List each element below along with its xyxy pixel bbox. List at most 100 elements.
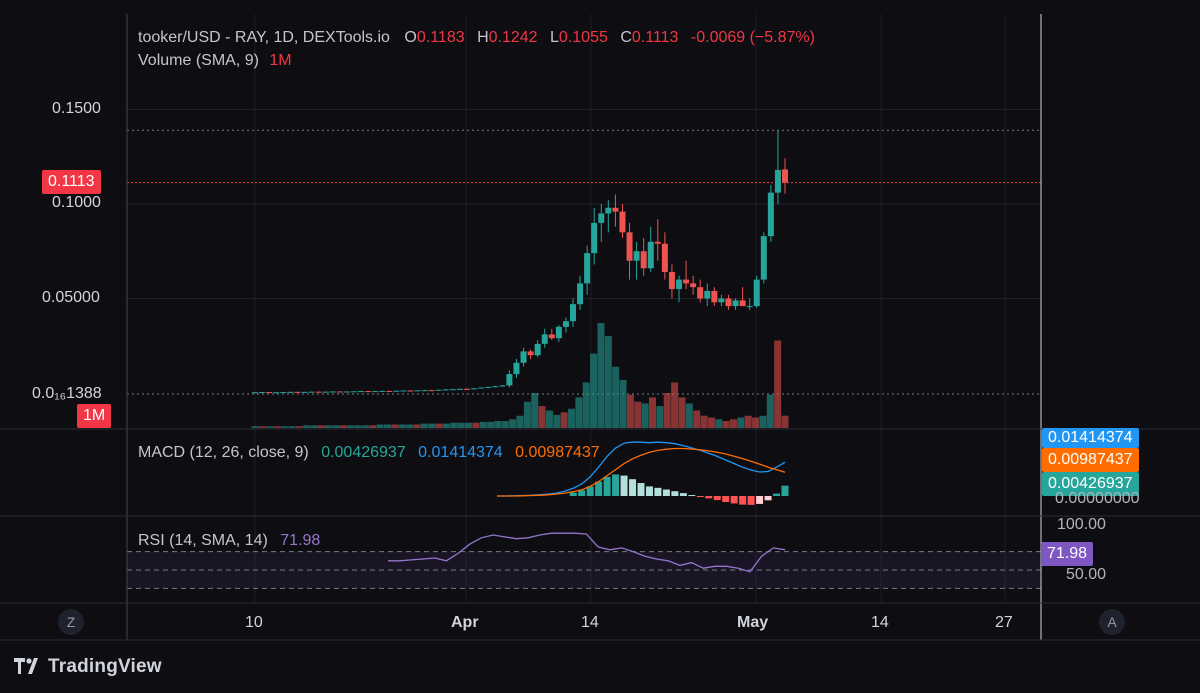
volume-bar [575,397,583,428]
volume-bar [317,425,325,428]
volume-bar [774,340,782,428]
macd-histogram-bar [730,496,738,504]
macd-label: MACD (12, 26, close, 9) [138,444,309,461]
volume-bar [604,336,612,428]
high-label: H [477,29,489,46]
volume-bars [251,323,789,428]
rsi-pane [127,532,1041,589]
volume-bar [266,426,274,428]
rsi-tick-50: 50.00 [1066,566,1107,583]
candle-body [464,388,470,390]
hist-tag: 0.00426937 [1042,472,1139,496]
volume-bar [391,424,399,428]
candle-body [456,388,463,390]
candle-body [598,213,605,223]
volume-bar [781,415,789,428]
macd-histogram-bar [713,496,721,501]
candle-body [485,386,492,388]
candle-body [697,287,704,299]
macd-histogram-bar [671,491,679,496]
candle-body [287,391,294,393]
volume-bar [560,412,568,428]
candle-body [760,236,767,280]
candle-body [421,390,428,392]
candle-body [386,390,393,392]
zoom-reset-button[interactable]: Z [58,609,84,635]
candle-body [661,243,668,273]
volume-bar [626,394,634,428]
volume-label: Volume (SMA, 9) [138,52,259,69]
candle-body [605,207,612,214]
candle-body [640,251,647,269]
macd-histogram-bar [705,496,713,499]
volume-bar [582,382,590,428]
volume-bar [538,406,546,428]
volume-bar [744,415,752,428]
candle-body [619,211,626,233]
candle-body [548,334,555,339]
candlestick-series [252,130,788,394]
volume-bar [258,426,266,428]
candle-body [343,391,350,393]
candle-body [407,390,414,392]
price-tick-0: 0.1500 [52,100,101,117]
volume-bar [450,422,458,428]
auto-scale-button[interactable]: A [1099,609,1125,635]
candle-body [718,298,725,303]
candle-body [577,283,584,305]
macd-histogram-bar [603,476,611,496]
volume-bar [406,424,414,428]
volume-bar [494,421,502,428]
volume-bar [376,424,384,428]
candle-body [294,391,301,393]
candle-body [329,391,336,393]
close-value: 0.1113 [631,29,679,46]
candle-body [534,343,541,356]
macd-histogram-bar [586,486,594,496]
candle-body [449,389,456,391]
volume-bar [332,425,340,428]
macd-histogram-bar [696,496,704,497]
candle-body [570,304,576,322]
candle-body [676,279,682,290]
macd-zero-label: 0.00000000 [1055,490,1140,507]
candle-body [322,391,329,393]
candle-body [767,192,774,237]
volume-bar [590,353,598,428]
volume-bar [568,408,576,428]
rsi-label: RSI (14, SMA, 14) [138,532,268,549]
macd-histogram-bar [722,496,730,502]
volume-bar [729,419,737,428]
candle-body [753,279,760,307]
volume-bar [737,417,745,428]
volume-bar [361,425,369,428]
volume-bar [700,415,708,428]
candle-body [435,389,442,391]
tradingview-logo: TradingView [14,656,162,680]
rsi-band-fill [127,551,1041,589]
volume-bar [472,422,480,428]
volume-bar [479,421,487,428]
volume-bar [707,417,715,428]
volume-bar [634,401,642,428]
macd-histogram-bar [654,487,662,496]
tv-logo-icon [14,658,42,680]
candle-body [428,390,435,392]
volume-bar [766,394,774,428]
candle-body [683,279,690,284]
macd-histogram-bar [620,475,628,496]
volume-bar [553,414,561,428]
candle-body [739,300,746,307]
volume-bar [619,379,627,428]
rsi-legend: RSI (14, SMA, 14) 71.98 [138,532,320,550]
volume-bar [464,422,472,428]
volume-bar [420,423,428,428]
candle-body [301,391,308,393]
candle-body [506,374,513,386]
volume-bar [457,422,465,428]
candle-body [259,392,266,394]
candle-body [478,387,485,389]
macd-histogram-bar [781,485,789,496]
volume-bar [597,323,605,428]
volume-bar [369,425,377,428]
